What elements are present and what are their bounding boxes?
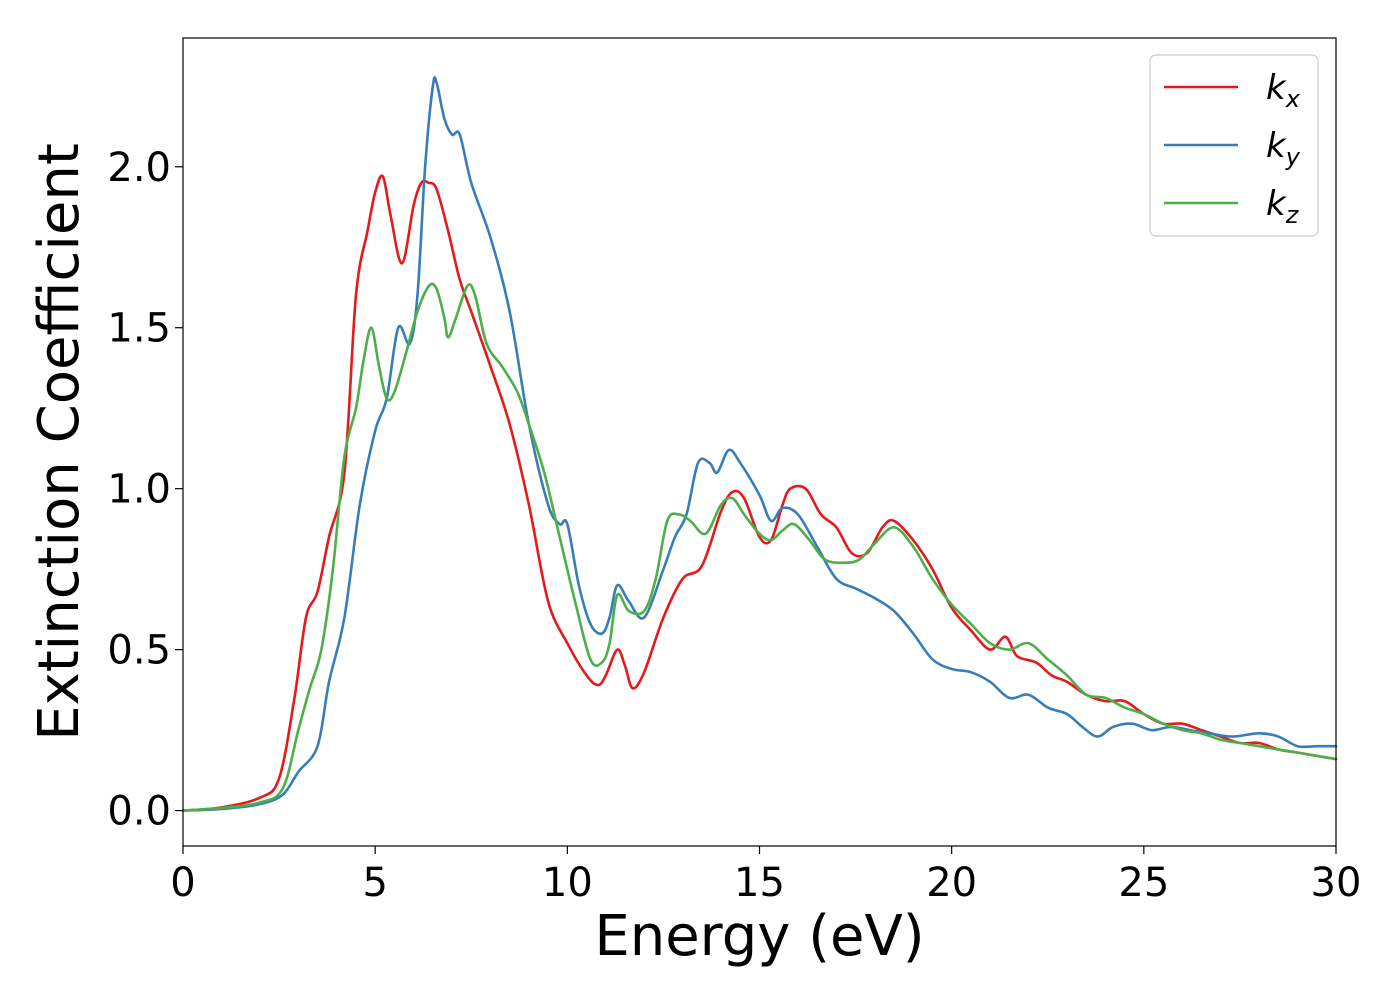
- legend-label-main: k: [1266, 68, 1287, 108]
- x-tick-label: 25: [1118, 860, 1169, 906]
- y-tick-label: 0.0: [107, 789, 171, 835]
- legend-label-kz: kz: [1266, 184, 1300, 229]
- legend-label-main: k: [1266, 126, 1287, 166]
- legend-label-ky: ky: [1266, 126, 1301, 171]
- x-tick-label: 10: [542, 860, 593, 906]
- x-tick-label: 5: [362, 860, 387, 906]
- legend-label-kx: kx: [1266, 68, 1301, 113]
- y-tick-label: 1.0: [107, 467, 171, 513]
- legend-label-subscript: y: [1285, 143, 1301, 171]
- series-line-kx: [181, 174, 1338, 812]
- y-axis-ticks: 0.0 0.5 1.0 1.5 2.0: [107, 145, 183, 835]
- series-layer: [181, 76, 1338, 812]
- legend-label-main: k: [1266, 184, 1287, 224]
- x-axis-ticks: 0 5 10 15 20 25 30: [170, 846, 1361, 906]
- y-axis-label: Extinction Coefficient: [27, 143, 92, 741]
- x-tick-label: 30: [1311, 860, 1362, 906]
- y-tick-label: 0.5: [107, 628, 171, 674]
- x-tick-label: 20: [926, 860, 977, 906]
- x-tick-label: 0: [170, 860, 195, 906]
- x-axis-label: Energy (eV): [594, 904, 924, 969]
- y-tick-label: 2.0: [107, 145, 171, 191]
- series-line-kz: [181, 282, 1338, 812]
- x-tick-label: 15: [734, 860, 785, 906]
- legend-label-subscript: x: [1285, 85, 1301, 113]
- y-tick-label: 1.5: [107, 306, 171, 352]
- legend-label-subscript: z: [1285, 201, 1300, 229]
